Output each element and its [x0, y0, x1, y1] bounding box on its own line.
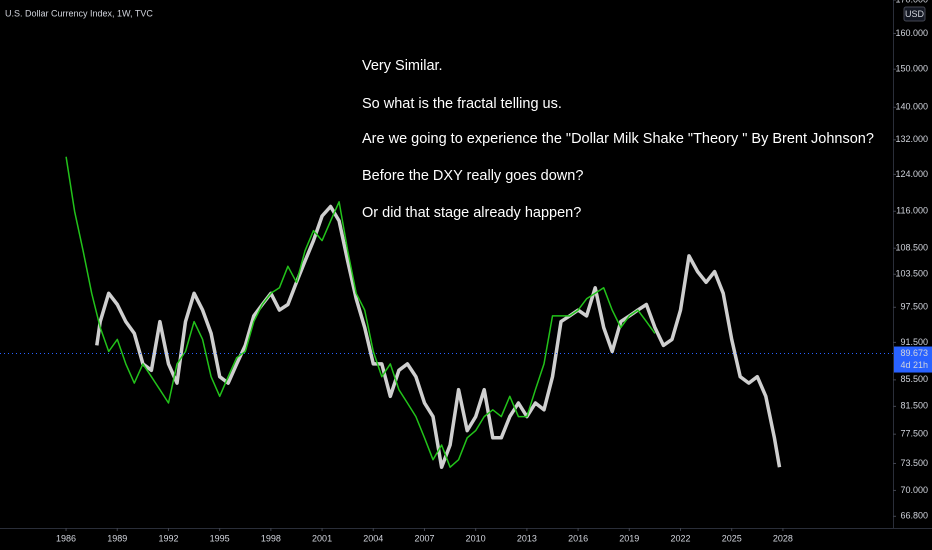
y-tick-label: 150.000	[895, 64, 928, 74]
annotation: Or did that stage already happen?	[362, 205, 581, 221]
y-tick-label: 85.500	[900, 374, 928, 384]
x-tick-label: 2028	[773, 533, 793, 543]
x-tick-label: 2019	[619, 533, 639, 543]
countdown-label: 4d 21h	[900, 360, 928, 370]
x-tick-label: 2007	[414, 533, 434, 543]
x-tick-label: 1995	[210, 533, 230, 543]
x-tick-label: 2010	[466, 533, 486, 543]
annotation: So what is the fractal telling us.	[362, 96, 562, 112]
y-tick-label: 97.500	[900, 302, 928, 312]
chart-title: U.S. Dollar Currency Index, 1W, TVC	[5, 8, 153, 18]
currency-badge	[903, 6, 926, 22]
x-tick-label: 2004	[363, 533, 383, 543]
x-tick-label: 1992	[158, 533, 178, 543]
y-tick-label: 160.000	[895, 28, 928, 38]
y-tick-label: 81.500	[900, 401, 928, 411]
annotation: Before the DXY really goes down?	[362, 168, 583, 184]
x-tick-label: 1989	[107, 533, 127, 543]
x-tick-label: 1986	[56, 533, 76, 543]
y-tick-label: 77.500	[900, 429, 928, 439]
x-tick-label: 2025	[722, 533, 742, 543]
y-tick-label: 170.000	[895, 0, 928, 4]
x-tick-label: 2022	[670, 533, 690, 543]
x-tick-label: 1998	[261, 533, 281, 543]
annotation: Are we going to experience the "Dollar M…	[362, 131, 874, 147]
y-tick-label: 140.000	[895, 102, 928, 112]
x-tick-label: 2013	[517, 533, 537, 543]
y-tick-label: 91.500	[900, 337, 928, 347]
last-price-label: 89.673	[900, 348, 928, 358]
x-tick-label: 2001	[312, 533, 332, 543]
y-tick-label: 103.500	[895, 269, 928, 279]
price-line	[95, 204, 782, 469]
y-tick-label: 108.500	[895, 243, 928, 253]
y-tick-label: 70.000	[900, 485, 928, 495]
price-line	[65, 156, 656, 468]
y-tick-label: 66.800	[900, 511, 928, 521]
currency-label: USD	[905, 9, 925, 19]
annotation: Very Similar.	[362, 58, 443, 74]
y-tick-label: 132.000	[895, 134, 928, 144]
y-tick-label: 116.000	[896, 206, 928, 216]
x-tick-label: 2016	[568, 533, 588, 543]
last-price-tag	[894, 346, 932, 373]
y-tick-label: 124.000	[895, 169, 928, 179]
y-tick-label: 73.500	[900, 458, 928, 468]
